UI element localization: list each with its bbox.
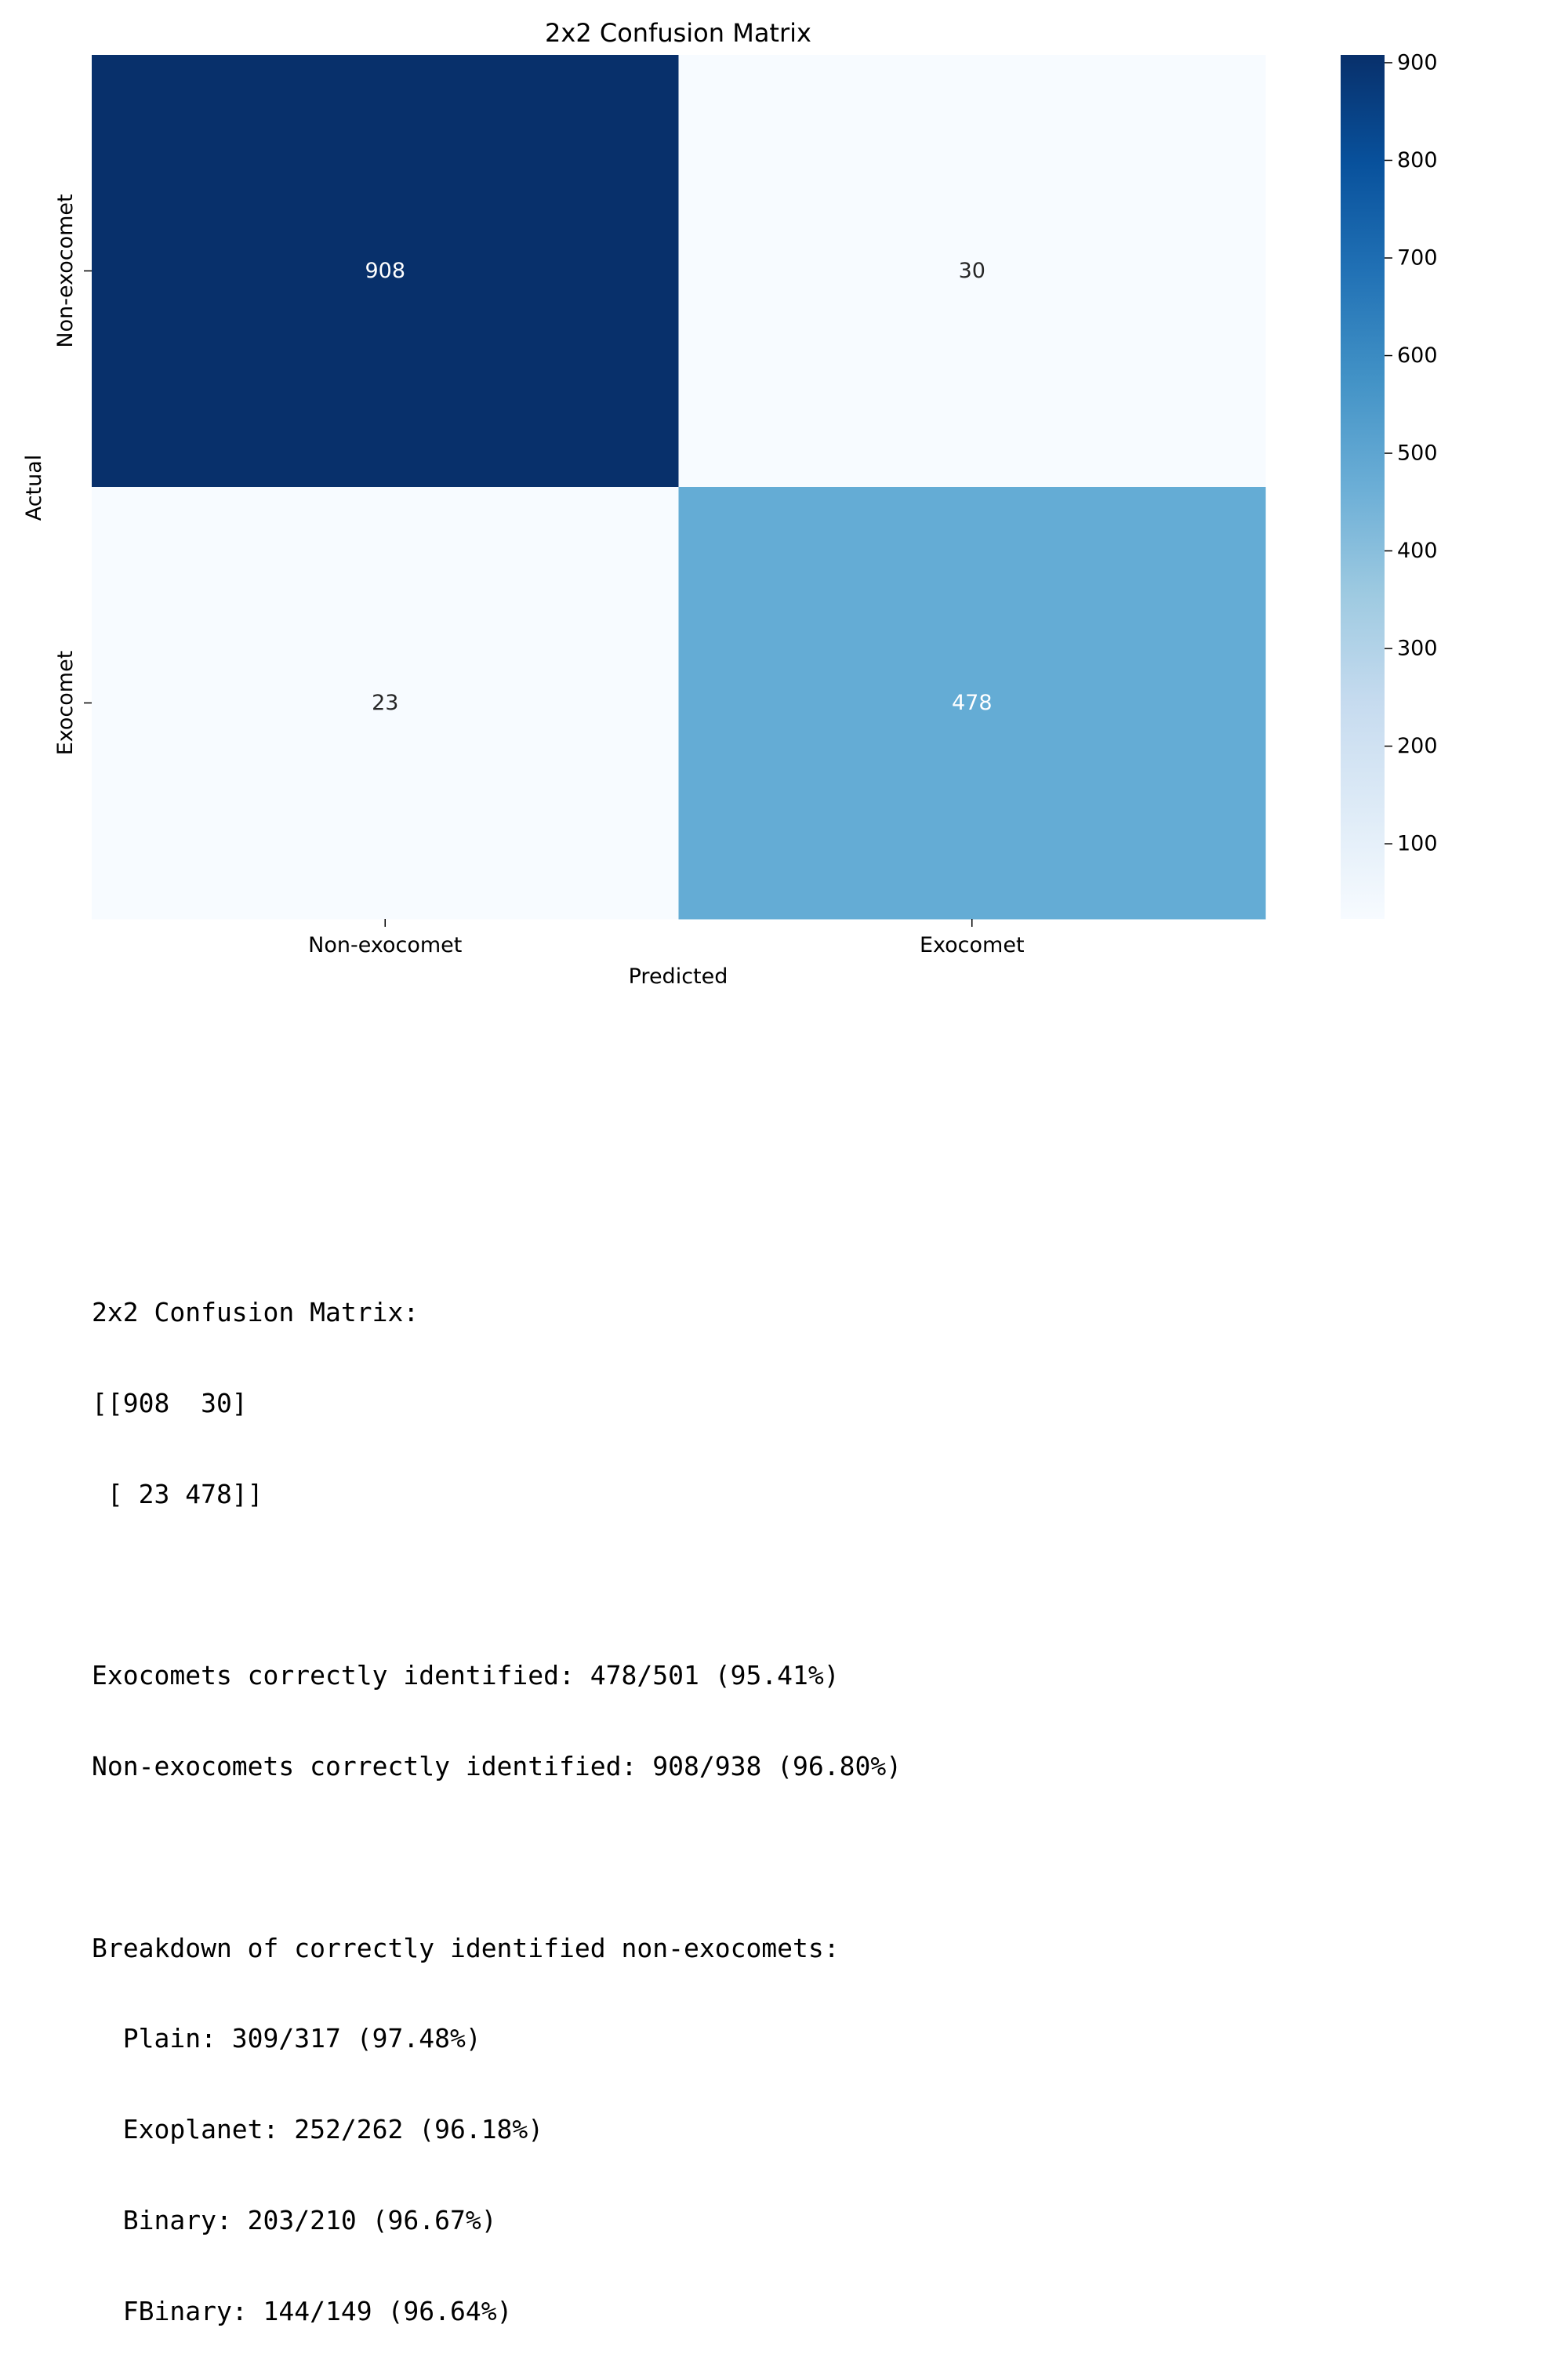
colorbar-tick-label: 800 (1397, 148, 1438, 173)
report-line (92, 1571, 902, 1601)
heatmap-cell (92, 487, 679, 920)
cell-value-label: 30 (959, 259, 985, 283)
results-report: 2x2 Confusion Matrix: [[908 30] [ 23 478… (92, 1237, 902, 2357)
report-line: Exoplanet: 252/262 (96.18%) (92, 2114, 544, 2145)
report-line: 2x2 Confusion Matrix: (92, 1297, 419, 1328)
x-tick-label: Exocomet (920, 933, 1025, 957)
report-line: Non-exocomets correctly identified: 908/… (92, 1751, 902, 1782)
confusion-matrix-chart: 2x2 Confusion Matrix 908 30 23 478 Non-exoc… (22, 18, 1438, 989)
cell-value-label: 478 (952, 691, 993, 715)
report-line: Plain: 309/317 (97.48%) (92, 2023, 481, 2054)
x-tick-label: Non-exocomet (308, 933, 462, 957)
report-line: Breakdown of correctly identified non-ex… (92, 1932, 840, 1963)
cell-value-label: 908 (365, 259, 405, 283)
y-tick-label: Non-exocomet (53, 194, 78, 347)
colorbar-tick-label: 200 (1397, 734, 1438, 758)
colorbar-tick-label: 600 (1397, 343, 1438, 368)
heatmap-cell (92, 55, 679, 488)
heatmap-cell (678, 487, 1266, 920)
colorbar-tick-label: 400 (1397, 539, 1438, 563)
colorbar-tick-label: 100 (1397, 832, 1438, 856)
colorbar-tick-label: 300 (1397, 637, 1438, 661)
colorbar-tick-label: 700 (1397, 246, 1438, 271)
y-axis-label: Actual (22, 455, 46, 521)
colorbar (1341, 55, 1385, 919)
report-line: FBinary: 144/149 (96.64%) (92, 2295, 513, 2326)
report-line (92, 1843, 902, 1873)
x-axis-label: Predicted (629, 964, 728, 989)
y-tick-label: Exocomet (53, 651, 78, 756)
report-line: Binary: 203/210 (96.67%) (92, 2205, 497, 2235)
report-line: Exocomets correctly identified: 478/501 … (92, 1660, 840, 1691)
report-line: [ 23 478]] (92, 1478, 263, 1509)
report-line: [[908 30] (92, 1387, 248, 1418)
colorbar-tick-label: 500 (1397, 441, 1438, 466)
colorbar-tick-label: 900 (1397, 50, 1438, 74)
heatmap-cell (678, 55, 1266, 488)
cell-value-label: 23 (372, 691, 398, 715)
chart-title: 2x2 Confusion Matrix (545, 18, 811, 48)
